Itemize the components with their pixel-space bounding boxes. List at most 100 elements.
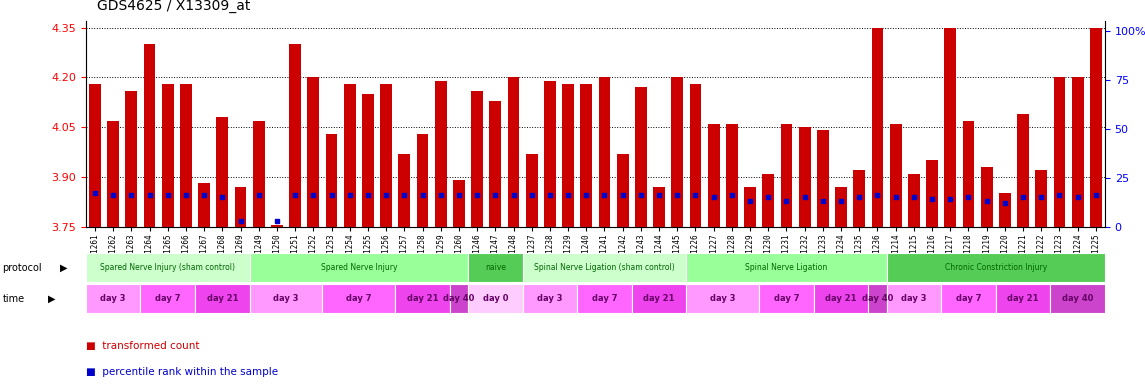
Bar — [653, 187, 665, 227]
Text: day 21: day 21 — [643, 294, 674, 303]
Point — [832, 198, 851, 204]
Bar — [235, 187, 246, 227]
Bar — [344, 84, 356, 227]
Text: day 7: day 7 — [956, 294, 981, 303]
Bar — [726, 124, 737, 227]
Bar — [632, 284, 686, 313]
Bar — [886, 253, 1105, 282]
Point — [686, 192, 704, 198]
Bar — [450, 284, 468, 313]
Point — [1032, 194, 1050, 200]
Bar — [998, 194, 1011, 227]
Text: day 3: day 3 — [710, 294, 735, 303]
Bar — [89, 84, 101, 227]
Text: day 21: day 21 — [206, 294, 238, 303]
Bar — [816, 131, 829, 227]
Text: protocol: protocol — [2, 263, 42, 273]
Bar — [908, 174, 919, 227]
Bar — [468, 284, 522, 313]
Point — [395, 192, 413, 198]
Point — [250, 192, 268, 198]
Bar — [671, 78, 684, 227]
Text: day 21: day 21 — [1008, 294, 1039, 303]
Point — [123, 192, 141, 198]
Point — [559, 192, 577, 198]
Point — [1068, 194, 1087, 200]
Bar — [868, 284, 886, 313]
Point — [722, 192, 741, 198]
Bar — [941, 284, 996, 313]
Bar — [1017, 114, 1029, 227]
Point — [413, 192, 432, 198]
Point — [614, 192, 632, 198]
Point — [432, 192, 450, 198]
Text: day 21: day 21 — [826, 294, 856, 303]
Bar — [526, 154, 538, 227]
Point — [905, 194, 923, 200]
Bar — [141, 284, 195, 313]
Point — [468, 192, 487, 198]
Bar — [763, 174, 774, 227]
Text: Spinal Nerve Ligation (sham control): Spinal Nerve Ligation (sham control) — [534, 263, 674, 272]
Point — [996, 200, 1014, 206]
Point — [978, 198, 996, 204]
Bar — [1072, 78, 1083, 227]
Bar — [689, 84, 702, 227]
Point — [377, 192, 395, 198]
Text: day 40: day 40 — [1061, 294, 1093, 303]
Bar — [161, 84, 174, 227]
Bar — [617, 154, 629, 227]
Point — [176, 192, 195, 198]
Bar — [581, 84, 592, 227]
Point — [268, 218, 286, 224]
Point — [540, 192, 559, 198]
Text: ▶: ▶ — [48, 293, 56, 304]
Bar — [250, 284, 323, 313]
Point — [86, 190, 104, 196]
Bar — [886, 284, 941, 313]
Point — [669, 192, 687, 198]
Bar — [86, 253, 250, 282]
Bar — [468, 253, 522, 282]
Bar — [362, 94, 374, 227]
Point — [650, 192, 669, 198]
Point — [213, 194, 231, 200]
Bar — [472, 91, 483, 227]
Point — [159, 192, 177, 198]
Bar — [686, 253, 886, 282]
Point — [1050, 192, 1068, 198]
Bar — [635, 88, 647, 227]
Bar — [1035, 170, 1048, 227]
Bar — [799, 127, 811, 227]
Bar — [781, 124, 792, 227]
Bar — [253, 121, 264, 227]
Point — [850, 194, 868, 200]
Point — [595, 192, 614, 198]
Point — [141, 192, 159, 198]
Point — [522, 192, 540, 198]
Point — [286, 192, 305, 198]
Point — [450, 192, 468, 198]
Bar — [522, 253, 686, 282]
Point — [868, 192, 886, 198]
Text: day 3: day 3 — [901, 294, 926, 303]
Text: day 3: day 3 — [101, 294, 126, 303]
Bar — [835, 187, 847, 227]
Bar — [325, 134, 338, 227]
Bar — [708, 124, 719, 227]
Bar — [926, 160, 938, 227]
Bar — [198, 184, 210, 227]
Text: day 40: day 40 — [862, 294, 893, 303]
Bar — [544, 81, 555, 227]
Point — [323, 192, 341, 198]
Point — [632, 192, 650, 198]
Point — [796, 194, 814, 200]
Bar — [435, 81, 447, 227]
Bar — [395, 284, 450, 313]
Bar — [323, 284, 395, 313]
Point — [741, 198, 759, 204]
Bar — [853, 170, 866, 227]
Text: Spinal Nerve Ligation: Spinal Nerve Ligation — [745, 263, 828, 272]
Text: day 3: day 3 — [537, 294, 562, 303]
Text: day 7: day 7 — [592, 294, 617, 303]
